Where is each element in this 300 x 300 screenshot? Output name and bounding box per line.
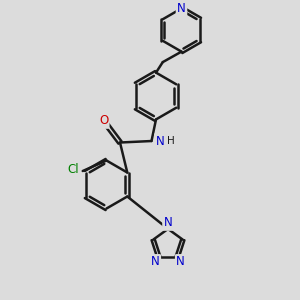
Text: O: O [99, 114, 108, 128]
Text: N: N [176, 256, 185, 268]
Text: N: N [164, 216, 172, 230]
Text: N: N [151, 256, 160, 268]
Text: H: H [167, 136, 175, 146]
Text: N: N [177, 2, 186, 15]
Text: Cl: Cl [67, 163, 79, 176]
Text: N: N [155, 134, 164, 148]
